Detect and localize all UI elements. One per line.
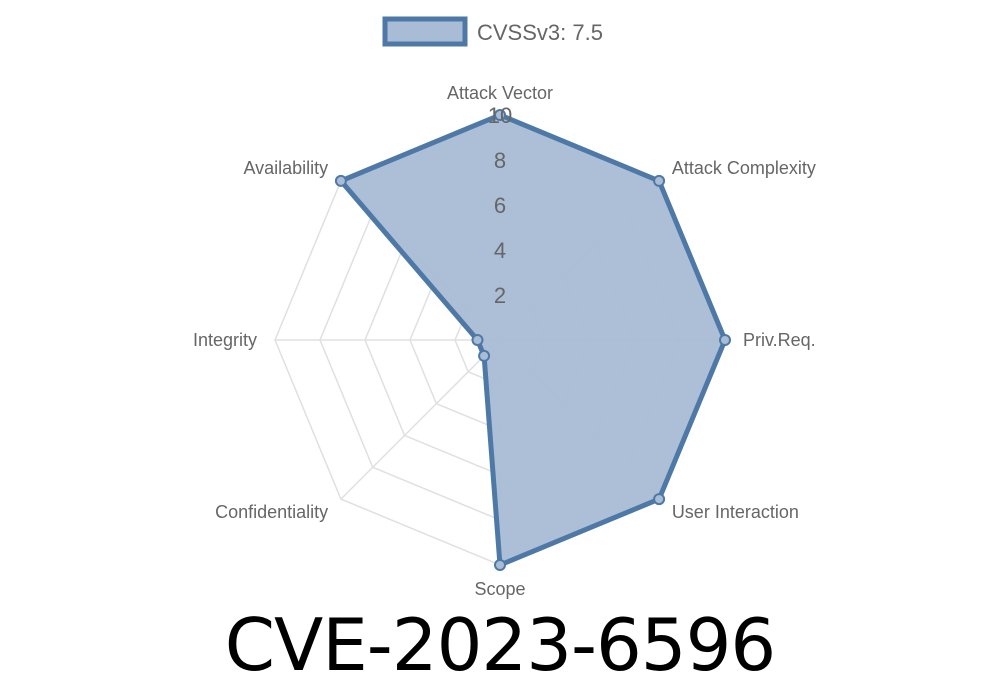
legend[interactable]: CVSSv3: 7.5 [382,16,603,47]
tick-label: 2 [494,283,506,308]
axis-label: Confidentiality [215,502,328,522]
chart-title: CVE-2023-6596 [224,603,776,687]
tick-label: 8 [494,148,506,173]
radial-ticks: 2 4 6 8 10 [488,103,512,308]
data-point [653,174,666,187]
tick-label: 6 [494,193,506,218]
data-point [478,349,491,362]
data-point [334,174,347,187]
axis-label: Attack Complexity [672,158,816,178]
series-area [334,109,731,571]
data-point [719,334,731,346]
legend-label: CVSSv3: 7.5 [477,20,603,45]
axis-label: User Interaction [672,502,799,522]
axis-label: Integrity [193,330,257,350]
tick-label: 10 [488,103,512,128]
tick-label: 4 [494,238,506,263]
data-point [471,334,484,346]
axis-label: Scope [474,579,525,599]
data-point [494,559,506,571]
grid-spoke [340,339,501,500]
axis-label: Priv.Req. [743,330,816,350]
axis-label: Attack Vector [447,83,553,103]
axis-labels: Attack Vector Attack Complexity Priv.Req. U… [193,83,816,599]
axis-label: Availability [243,158,328,178]
legend-swatch [382,16,468,47]
data-point [494,109,506,121]
data-point [653,493,666,506]
